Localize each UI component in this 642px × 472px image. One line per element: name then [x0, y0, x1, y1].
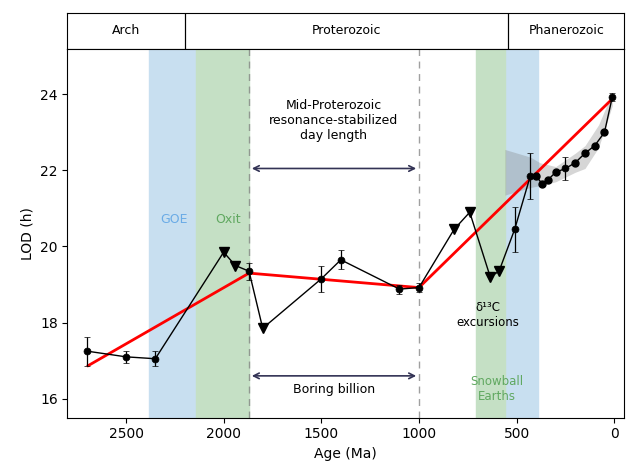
Text: δ¹³C
excursions: δ¹³C excursions — [457, 301, 520, 329]
Bar — [150, 49, 196, 418]
X-axis label: Age (Ma): Age (Ma) — [315, 447, 377, 461]
Text: Boring billion: Boring billion — [293, 383, 375, 396]
Text: Mid-Proterozoic
resonance-stabilized
day length: Mid-Proterozoic resonance-stabilized day… — [270, 100, 399, 143]
Bar — [505, 49, 538, 418]
Text: Oxit: Oxit — [216, 213, 241, 227]
Text: Phanerozoic: Phanerozoic — [528, 25, 604, 37]
Text: Proterozoic: Proterozoic — [312, 25, 381, 37]
Text: Snowball
Earths: Snowball Earths — [471, 375, 524, 403]
Bar — [476, 49, 505, 418]
Text: Arch: Arch — [112, 25, 140, 37]
Text: GOE: GOE — [160, 213, 187, 227]
Y-axis label: LOD (h): LOD (h) — [21, 207, 35, 260]
Bar — [196, 49, 249, 418]
